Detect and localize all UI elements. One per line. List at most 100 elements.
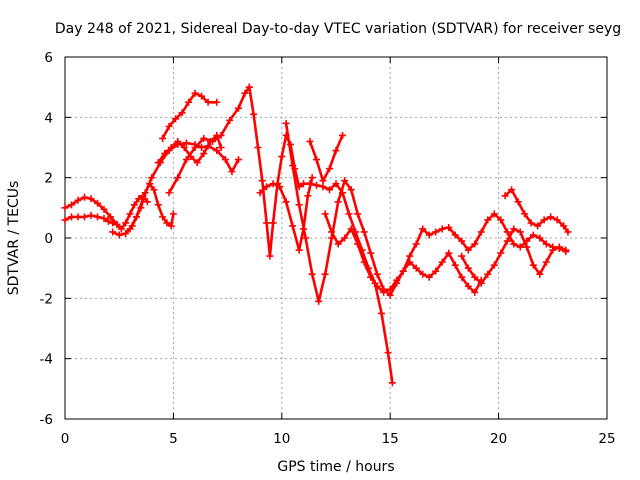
data-point [113,220,121,228]
series-trace [323,212,483,294]
data-point [180,144,188,151]
data-point [87,195,95,203]
data-point [534,222,542,230]
series-trace [258,176,314,252]
data-point [154,201,162,209]
data-point [165,122,173,130]
data-point [564,228,572,236]
data-point [501,192,509,200]
data-point [234,156,242,164]
data-point [122,219,130,227]
axis-ticks [64,56,608,420]
data-point [107,213,115,221]
data-point [412,240,420,248]
y-tick-labels: -6 -4 -2 0 2 4 6 [40,50,53,428]
data-point [278,153,286,161]
data-point [263,183,271,191]
data-point [451,231,459,239]
data-point [94,213,102,221]
data-point [308,270,316,278]
data-point [61,216,69,224]
data-point [282,119,290,127]
data-point [521,210,529,218]
data-point [345,210,353,218]
data-point [360,258,368,266]
data-point [295,201,303,209]
data-point [451,261,459,269]
data-point [68,201,76,209]
data-point [200,150,208,158]
data-point [256,189,264,197]
data-point [159,134,167,142]
data-point [503,237,511,245]
data-point [542,258,550,266]
data-point [328,228,336,236]
data-point [384,349,392,357]
data-point [388,379,396,387]
data-point [458,273,466,281]
data-point [81,193,89,201]
data-point [325,186,333,194]
data-point [193,159,201,167]
data-point [325,165,333,173]
data-point [159,213,167,221]
data-point [254,144,262,151]
data-point [148,174,156,182]
data-point [406,252,414,260]
data-point [529,261,537,269]
data-point [516,228,524,236]
series-trace [63,194,149,231]
data-point [228,168,236,176]
data-point [341,177,349,185]
data-point [167,222,175,230]
data-point [312,181,320,189]
data-point [312,156,320,164]
x-tick-label: 0 [61,431,70,447]
data-point [536,234,544,242]
data-point [540,216,548,224]
data-point [109,228,117,236]
data-point [263,219,271,227]
y-tick-label: 0 [44,231,53,247]
data-point [208,137,216,145]
data-point [104,217,112,225]
x-tick-label: 15 [382,431,399,447]
data-point [304,192,312,200]
data-point [182,156,190,164]
data-point [321,210,329,218]
series-13 [458,225,570,287]
data-point [341,234,349,242]
data-point [360,228,368,236]
y-tick-label: -6 [40,412,53,428]
data-point [100,205,108,213]
series-trace [128,141,240,231]
data-point [367,249,375,257]
data-point [289,162,297,170]
data-point [432,228,440,236]
data-point [386,291,394,299]
data-point [419,270,427,278]
data-point [347,186,355,194]
data-point [74,196,82,204]
y-tick-label: 6 [44,50,53,66]
data-point [117,225,125,233]
data-point [169,210,177,218]
data-point [139,195,147,203]
data-point [126,225,134,233]
data-point [87,211,95,219]
data-point [126,210,134,218]
data-point [510,240,518,248]
data-point [241,89,249,97]
data-point [250,110,258,118]
series-12 [321,210,485,296]
data-point [308,174,316,182]
data-point [497,216,505,224]
data-point [182,139,190,147]
data-point [306,137,314,145]
data-point [490,210,498,218]
data-point [122,229,130,237]
data-point [378,309,386,317]
data-point [334,198,342,206]
data-point [354,210,362,218]
